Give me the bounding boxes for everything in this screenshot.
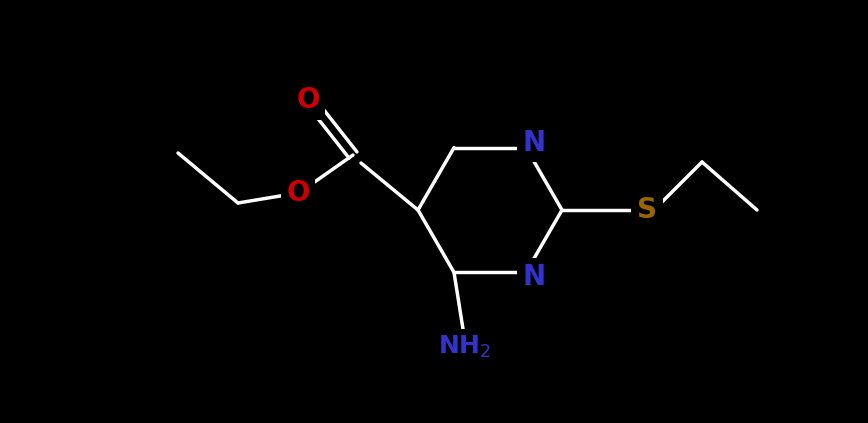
Text: N: N: [523, 129, 546, 157]
Text: S: S: [637, 196, 657, 224]
Text: O: O: [286, 179, 310, 207]
Text: NH$_2$: NH$_2$: [437, 334, 490, 360]
Text: O: O: [296, 86, 319, 114]
Text: N: N: [523, 264, 546, 291]
